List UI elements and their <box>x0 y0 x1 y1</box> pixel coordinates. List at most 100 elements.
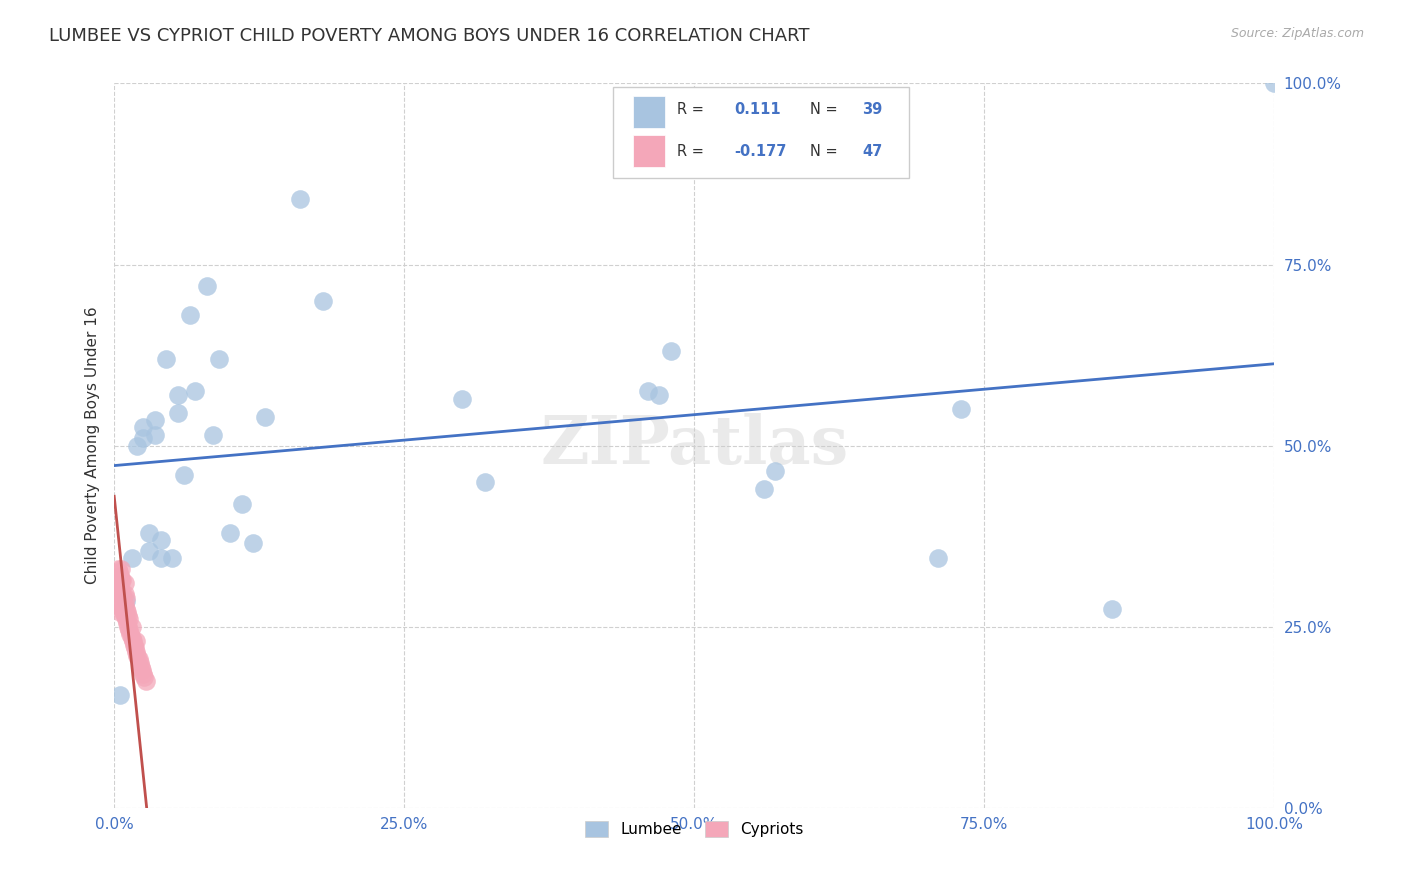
Point <box>111 587 134 601</box>
Text: 0.111: 0.111 <box>735 103 782 118</box>
Text: LUMBEE VS CYPRIOT CHILD POVERTY AMONG BOYS UNDER 16 CORRELATION CHART: LUMBEE VS CYPRIOT CHILD POVERTY AMONG BO… <box>49 27 810 45</box>
Point <box>173 467 195 482</box>
Point <box>110 562 132 576</box>
Point <box>115 605 138 619</box>
Point <box>122 638 145 652</box>
Point <box>112 605 135 619</box>
Point <box>451 392 474 406</box>
Text: N =: N = <box>810 103 838 118</box>
Point <box>118 612 141 626</box>
Point <box>105 594 128 608</box>
Point <box>155 351 177 366</box>
Point <box>179 308 201 322</box>
Point <box>121 550 143 565</box>
Point <box>1101 601 1123 615</box>
Point <box>121 631 143 645</box>
Point <box>312 293 335 308</box>
Text: Source: ZipAtlas.com: Source: ZipAtlas.com <box>1230 27 1364 40</box>
Point <box>927 550 949 565</box>
Point <box>107 562 129 576</box>
Point <box>114 598 136 612</box>
Point <box>134 673 156 688</box>
Point <box>138 525 160 540</box>
Point <box>231 497 253 511</box>
Text: 39: 39 <box>862 103 883 118</box>
Point <box>160 550 183 565</box>
Point <box>138 543 160 558</box>
Point <box>127 648 149 663</box>
FancyBboxPatch shape <box>613 87 908 178</box>
Point <box>128 656 150 670</box>
Point <box>114 587 136 601</box>
Point <box>124 641 146 656</box>
Point <box>1263 77 1285 91</box>
Point <box>115 615 138 630</box>
Point <box>143 413 166 427</box>
Point <box>207 351 229 366</box>
Point <box>132 420 155 434</box>
Point <box>637 384 659 399</box>
Point <box>108 566 131 580</box>
Legend: Lumbee, Cypriots: Lumbee, Cypriots <box>579 815 810 844</box>
Point <box>114 591 136 605</box>
Point <box>125 634 148 648</box>
Point <box>201 427 224 442</box>
Point <box>110 573 132 587</box>
Y-axis label: Child Poverty Among Boys Under 16: Child Poverty Among Boys Under 16 <box>86 307 100 584</box>
Point <box>111 573 134 587</box>
Point <box>110 583 132 598</box>
Point <box>118 624 141 638</box>
Point <box>111 601 134 615</box>
Point <box>125 645 148 659</box>
Point <box>149 550 172 565</box>
Point <box>167 388 190 402</box>
Point <box>128 652 150 666</box>
Point <box>242 536 264 550</box>
Point <box>108 598 131 612</box>
Point <box>114 601 136 615</box>
Point <box>132 666 155 681</box>
Point <box>117 620 139 634</box>
Point <box>108 587 131 601</box>
Point <box>219 525 242 540</box>
Point <box>110 598 132 612</box>
Point <box>134 670 156 684</box>
Point <box>167 406 190 420</box>
Point <box>149 533 172 547</box>
Point <box>127 439 149 453</box>
Point <box>474 475 496 489</box>
Point <box>195 279 218 293</box>
Point <box>108 605 131 619</box>
Point <box>121 620 143 634</box>
Point <box>648 388 671 402</box>
Point <box>129 659 152 673</box>
Point <box>114 608 136 623</box>
Text: N =: N = <box>810 144 838 159</box>
Point <box>114 612 136 626</box>
Bar <box>633 95 665 128</box>
Bar <box>633 135 665 168</box>
Text: R =: R = <box>676 103 703 118</box>
Point <box>108 689 131 703</box>
Point <box>288 192 311 206</box>
Text: ZIPatlas: ZIPatlas <box>540 413 848 478</box>
Point <box>108 569 131 583</box>
Point <box>120 627 142 641</box>
Point <box>184 384 207 399</box>
Text: -0.177: -0.177 <box>735 144 787 159</box>
Point <box>143 427 166 442</box>
Text: 47: 47 <box>862 144 883 159</box>
Point <box>114 594 136 608</box>
Point <box>108 580 131 594</box>
Point <box>763 464 786 478</box>
Point <box>114 576 136 591</box>
Point <box>131 663 153 677</box>
Point <box>117 608 139 623</box>
Point <box>659 344 682 359</box>
Point <box>107 576 129 591</box>
Point <box>752 482 775 496</box>
Point <box>132 431 155 445</box>
Point <box>121 634 143 648</box>
Text: R =: R = <box>676 144 703 159</box>
Point <box>112 591 135 605</box>
